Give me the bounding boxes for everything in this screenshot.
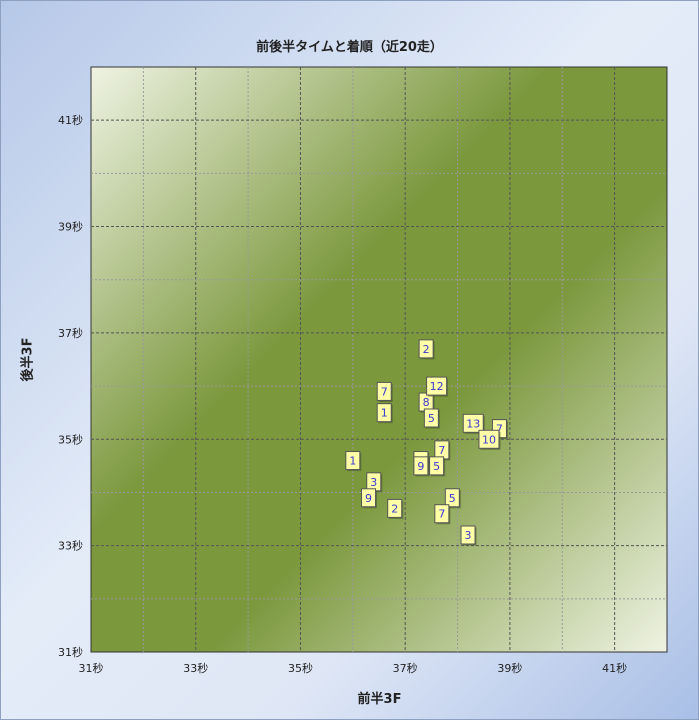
data-point-label: 7 — [438, 444, 445, 457]
x-tick-label: 33秒 — [183, 661, 208, 675]
data-point-label: 5 — [449, 492, 456, 505]
data-point-marker — [413, 456, 429, 476]
data-point-label: 3 — [370, 476, 377, 489]
data-point-marker — [478, 429, 500, 449]
data-point: 2 — [387, 498, 404, 519]
plot-area — [90, 66, 668, 653]
data-point: 2 — [418, 339, 435, 360]
data-point-label: 2 — [423, 343, 430, 356]
data-point: 13 — [462, 413, 485, 434]
data-point-marker — [423, 408, 439, 428]
data-point-label: 2 — [391, 502, 398, 515]
data-point-marker — [361, 488, 377, 508]
x-tick-label: 37秒 — [393, 661, 418, 675]
data-point: 7 — [376, 381, 393, 402]
chart-title: 前後半タイムと着順（近20走） — [256, 40, 443, 55]
data-point-marker — [345, 451, 361, 471]
data-point-marker — [387, 498, 403, 518]
data-point-label: 10 — [482, 433, 496, 446]
data-point-label: 8 — [423, 396, 430, 409]
data-point-marker — [429, 456, 445, 476]
x-tick-label: 39秒 — [497, 661, 522, 675]
data-point-marker — [462, 413, 484, 433]
data-point-marker — [426, 376, 448, 396]
data-point: 9 — [413, 456, 430, 477]
data-point-marker — [444, 488, 460, 508]
y-tick-label: 33秒 — [58, 539, 83, 553]
data-point: 1 — [376, 403, 393, 424]
data-point-label: 9 — [365, 492, 372, 505]
data-point-label: 7 — [438, 508, 445, 521]
y-tick-label: 35秒 — [58, 432, 83, 446]
data-point: 12 — [426, 376, 449, 397]
data-point-label: 12 — [430, 380, 444, 393]
data-point: 5 — [444, 488, 461, 509]
data-point-label: 9 — [417, 460, 424, 473]
x-tick-label: 35秒 — [288, 661, 313, 675]
y-tick-label: 37秒 — [58, 326, 83, 340]
data-point-label: 5 — [433, 460, 440, 473]
data-point-label: 1 — [349, 455, 356, 468]
data-point-marker — [376, 403, 392, 423]
data-point: 3 — [460, 525, 477, 546]
data-point: 7 — [434, 504, 451, 525]
data-point: 5 — [429, 456, 446, 477]
data-point: 8 — [418, 392, 435, 413]
y-tick-label: 39秒 — [58, 220, 83, 234]
data-point-label: 7 — [496, 423, 503, 436]
data-point: 3 — [366, 472, 383, 493]
x-axis-label: 前半3F — [357, 692, 402, 707]
data-point: 7 — [434, 440, 451, 461]
data-point: 10 — [478, 429, 501, 450]
data-point: 9 — [361, 488, 378, 509]
data-point: 5 — [423, 408, 440, 429]
y-tick-label: 31秒 — [58, 645, 83, 659]
data-point-marker — [460, 525, 476, 545]
data-point-label: 13 — [466, 417, 480, 430]
data-point-marker — [376, 381, 392, 401]
data-point-marker — [434, 504, 450, 524]
y-tick-label: 41秒 — [58, 113, 83, 127]
data-point-label: 3 — [465, 529, 472, 542]
data-point-label: 7 — [381, 385, 388, 398]
data-point-label: 1 — [381, 407, 388, 420]
x-tick-label: 31秒 — [79, 661, 104, 675]
data-point: 1 — [345, 451, 362, 472]
data-point-marker — [418, 339, 434, 359]
x-tick-label: 41秒 — [602, 661, 627, 675]
data-point-label: 5 — [428, 412, 435, 425]
